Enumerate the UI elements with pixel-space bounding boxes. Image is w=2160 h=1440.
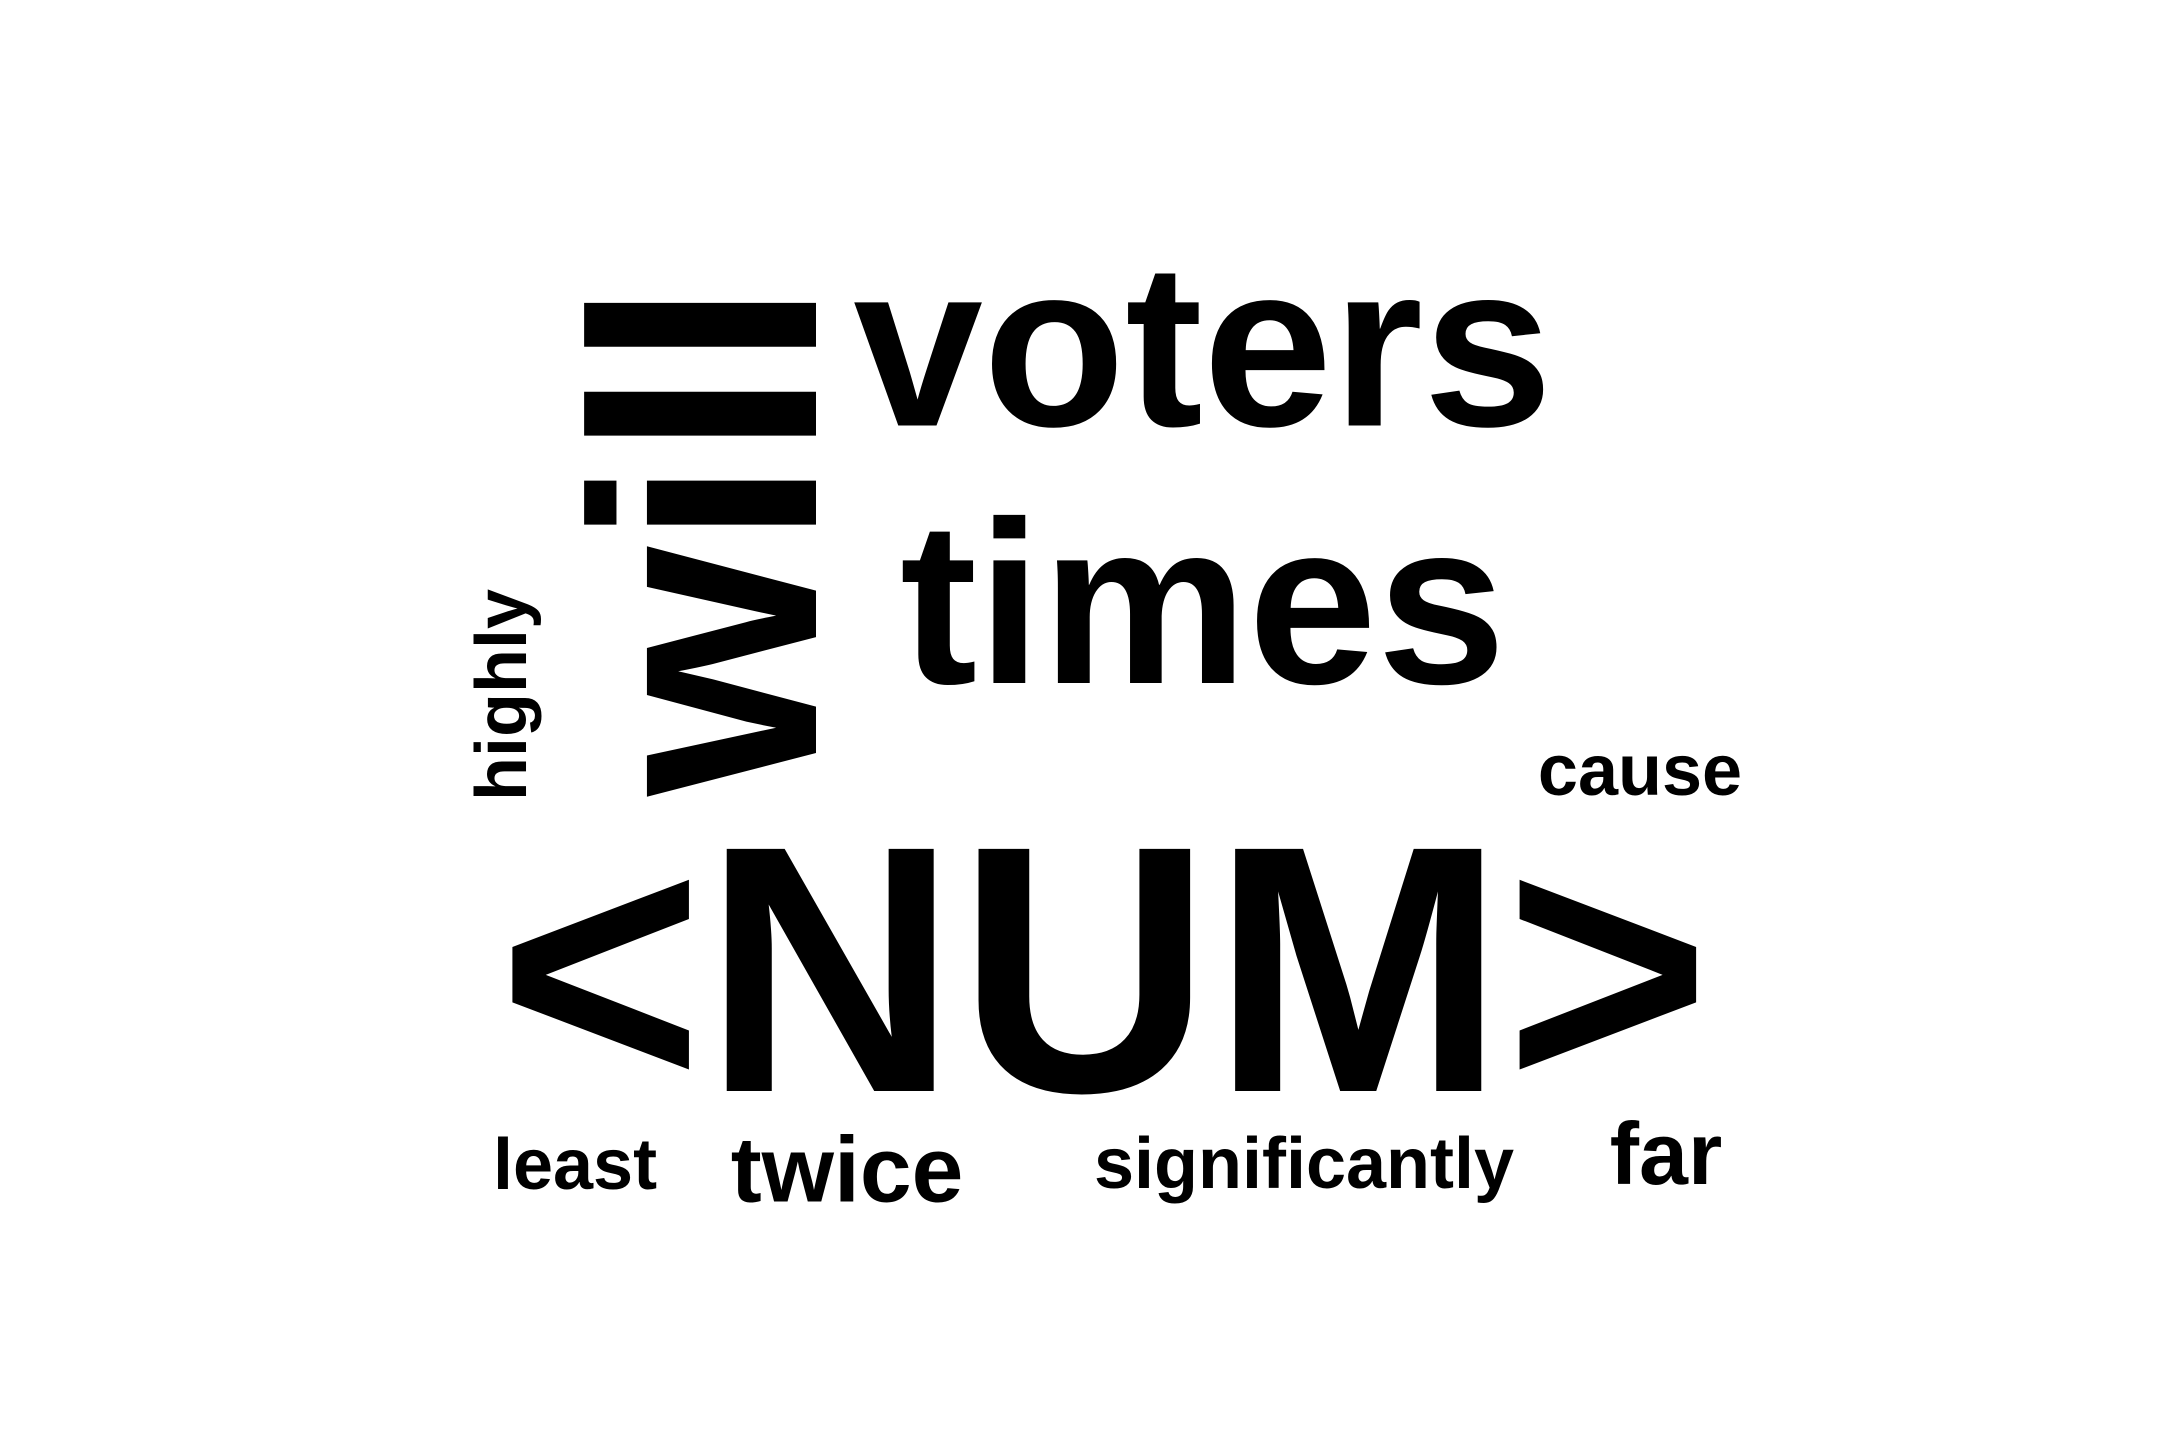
word-times: times bbox=[899, 474, 1507, 733]
word-voters: voters bbox=[853, 215, 1553, 476]
word-far: far bbox=[1609, 1104, 1723, 1203]
word-least: least bbox=[492, 1125, 658, 1205]
word-twice: twice bbox=[730, 1117, 964, 1222]
word-will: will bbox=[526, 280, 884, 796]
word-num: <NUM> bbox=[497, 772, 1711, 1166]
word-highly: highly bbox=[462, 589, 542, 801]
word-significantly: significantly bbox=[1093, 1124, 1515, 1204]
word-cause: cause bbox=[1537, 731, 1743, 811]
